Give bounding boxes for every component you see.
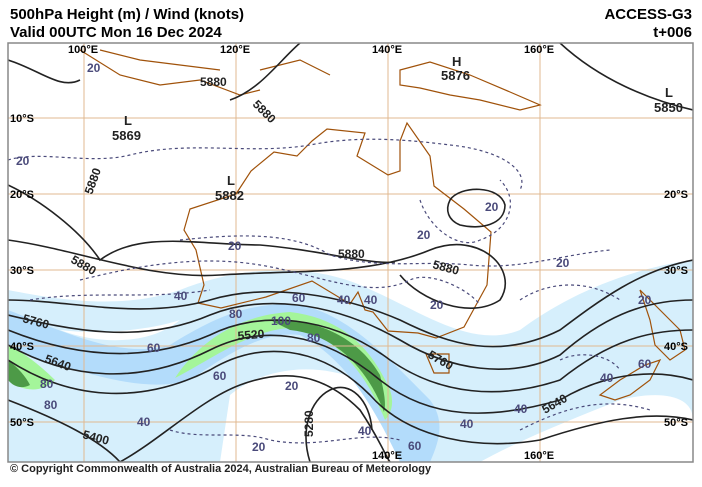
isotach-label: 40 xyxy=(600,371,614,385)
lon-label: 100°E xyxy=(68,44,98,56)
height-contours xyxy=(8,43,693,462)
lat-label: 10°S xyxy=(10,113,34,125)
new-zealand-coastline xyxy=(598,289,686,401)
height-label: 5760 xyxy=(21,311,51,332)
isotach-label: 80 xyxy=(40,377,54,391)
isotach-label: 20 xyxy=(430,298,444,312)
svg-text:L: L xyxy=(665,85,673,100)
isotach-label: 80 xyxy=(307,331,321,345)
coastlines xyxy=(79,49,686,401)
graticule xyxy=(8,43,693,462)
svg-text:5869: 5869 xyxy=(112,128,141,143)
isotach-label: 40 xyxy=(514,402,528,416)
lon-label: 160°E xyxy=(524,450,554,462)
isotach-label: 20 xyxy=(87,61,101,75)
model-name: ACCESS-G3 xyxy=(604,6,692,23)
isotach-label: 20 xyxy=(417,228,431,242)
isotach-label: 20 xyxy=(16,154,30,168)
isotach-labels: 20 20 20 20 20 20 20 20 20 40 40 40 40 4… xyxy=(16,61,652,454)
lat-label: 40°S xyxy=(664,341,688,353)
svg-text:5882: 5882 xyxy=(215,188,244,203)
svg-text:L: L xyxy=(124,113,132,128)
height-label: 5880 xyxy=(431,257,461,278)
svg-text:H: H xyxy=(452,54,461,69)
isotach-label: 40 xyxy=(364,293,378,307)
isotach-label: 20 xyxy=(252,440,266,454)
height-label: 5880 xyxy=(338,247,365,261)
svg-text:5876: 5876 xyxy=(441,68,470,83)
height-label: 5880 xyxy=(200,75,227,89)
isotach-label: 80 xyxy=(229,307,243,321)
height-label: 5400 xyxy=(81,427,111,448)
isotach-label: 20 xyxy=(285,379,299,393)
isotach-label: 40 xyxy=(337,293,351,307)
lat-label: 20°S xyxy=(664,189,688,201)
isotach-label: 20 xyxy=(638,293,652,307)
lon-label: 140°E xyxy=(372,44,402,56)
isotach-label: 40 xyxy=(358,424,372,438)
isotach-label: 40 xyxy=(137,415,151,429)
isotach-label: 60 xyxy=(213,369,227,383)
isotach-label: 20 xyxy=(556,256,570,270)
height-label: 5520 xyxy=(237,327,265,343)
lat-label: 30°S xyxy=(664,265,688,277)
high-centre: H 5876 xyxy=(441,54,470,83)
lon-label: 120°E xyxy=(220,44,250,56)
isotach-label: 20 xyxy=(485,200,499,214)
isotach-label: 20 xyxy=(228,239,242,253)
isotach-label: 60 xyxy=(292,291,306,305)
new-guinea-coastline xyxy=(399,61,542,111)
lat-label: 50°S xyxy=(10,417,34,429)
tasmania-coastline xyxy=(425,353,450,374)
isotach-label: 40 xyxy=(174,289,188,303)
isotach-label: 60 xyxy=(638,357,652,371)
height-label: 5280 xyxy=(302,410,316,437)
lon-label: 160°E xyxy=(524,44,554,56)
isotachs xyxy=(8,138,651,444)
lat-label: 50°S xyxy=(664,417,688,429)
wind-shade-gap xyxy=(60,320,693,462)
lon-label: 140°E xyxy=(372,450,402,462)
lat-label: 20°S xyxy=(10,189,34,201)
copyright-notice: © Copyright Commonwealth of Australia 20… xyxy=(10,463,432,475)
isotach-label: 40 xyxy=(460,417,474,431)
valid-time: Valid 00UTC Mon 16 Dec 2024 xyxy=(10,24,222,41)
low-centre: L 5850 xyxy=(654,85,683,115)
isotach-label: 80 xyxy=(44,398,58,412)
isotach-label: 100 xyxy=(271,314,291,328)
isotach-label: 60 xyxy=(408,439,422,453)
low-centre: L 5869 xyxy=(112,113,141,143)
map-frame xyxy=(7,42,694,463)
lat-label: 40°S xyxy=(10,341,34,353)
isotach-label: 60 xyxy=(147,341,161,355)
svg-text:L: L xyxy=(227,173,235,188)
australia-coastline xyxy=(183,121,492,339)
chart-title: 500hPa Height (m) / Wind (knots) xyxy=(10,6,245,23)
svg-text:5850: 5850 xyxy=(654,100,683,115)
low-centre: L 5882 xyxy=(215,173,244,203)
lat-label: 30°S xyxy=(10,265,34,277)
forecast-lead: t+006 xyxy=(653,24,692,41)
